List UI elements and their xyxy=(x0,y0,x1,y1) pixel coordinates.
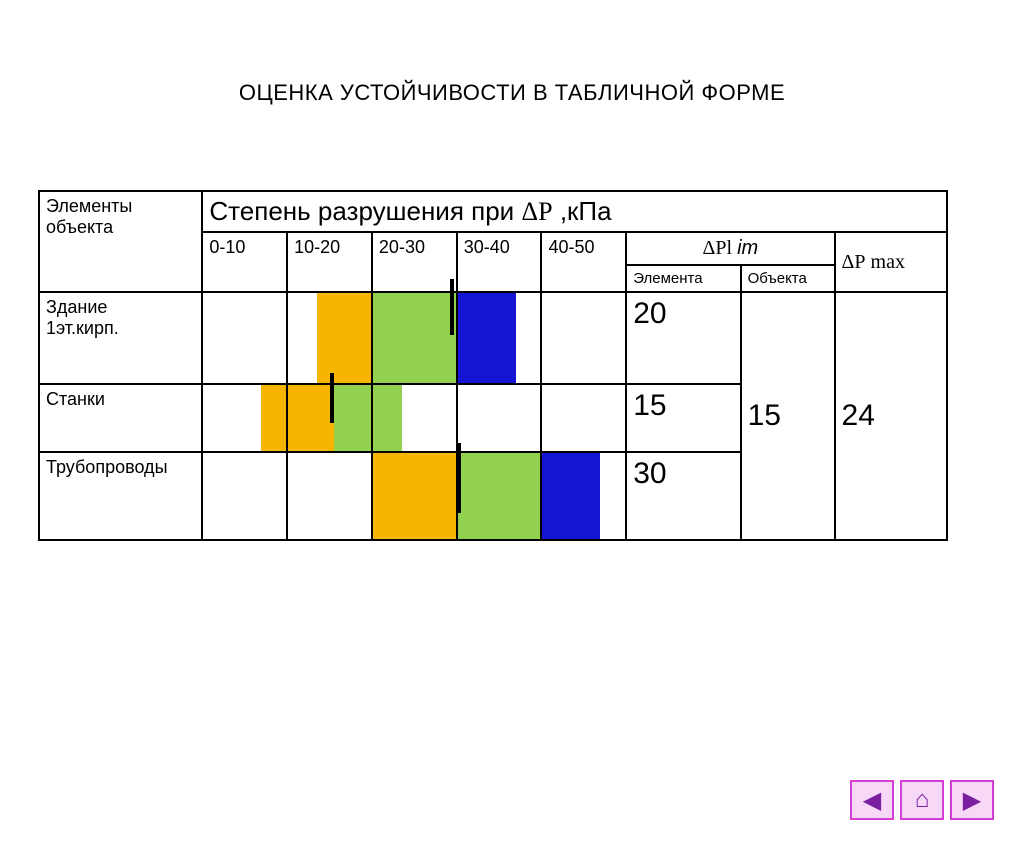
header-range-0: 0-10 xyxy=(202,232,287,292)
home-icon: ⌂ xyxy=(915,786,930,814)
nav-home-button[interactable]: ⌂ xyxy=(900,780,944,820)
nav-prev-button[interactable]: ◀ xyxy=(850,780,894,820)
range-cell xyxy=(372,452,457,540)
header-range-3: 30-40 xyxy=(457,232,542,292)
threshold-tick xyxy=(457,443,461,513)
range-cell xyxy=(541,384,626,452)
threshold-tick xyxy=(450,279,454,335)
damage-bar xyxy=(317,293,371,383)
range-cell xyxy=(541,452,626,540)
triangle-left-icon: ◀ xyxy=(863,786,881,815)
range-cell xyxy=(287,292,372,384)
range-cell xyxy=(287,384,372,452)
page-title: ОЦЕНКА УСТОЙЧИВОСТИ В ТАБЛИЧНОЙ ФОРМЕ xyxy=(0,80,1024,106)
range-cell xyxy=(202,292,287,384)
damage-bar xyxy=(542,453,600,539)
nav-controls: ◀ ⌂ ▶ xyxy=(850,780,994,820)
nav-next-button[interactable]: ▶ xyxy=(950,780,994,820)
lim-element-value: 20 xyxy=(626,292,740,384)
header-dpl-im: ΔРl im xyxy=(626,232,834,265)
header-elements: Элементы объекта xyxy=(39,191,202,292)
range-cell xyxy=(287,452,372,540)
lim-element-value: 15 xyxy=(626,384,740,452)
range-cell xyxy=(457,384,542,452)
range-cell xyxy=(541,292,626,384)
threshold-tick xyxy=(330,373,334,423)
row-label: Здание 1эт.кирп. xyxy=(39,292,202,384)
triangle-right-icon: ▶ xyxy=(963,786,981,815)
lim-element-value: 30 xyxy=(626,452,740,540)
range-cell xyxy=(457,292,542,384)
damage-bar xyxy=(373,385,402,451)
table-row: Здание 1эт.кирп. 20 15 24 xyxy=(39,292,947,384)
header-range-4: 40-50 xyxy=(541,232,626,292)
damage-bar xyxy=(334,385,371,451)
header-dp-max: ΔР max xyxy=(835,232,947,292)
damage-bar xyxy=(373,453,456,539)
row-label: Трубопроводы xyxy=(39,452,202,540)
header-sub-object: Объекта xyxy=(741,265,835,292)
header-sub-element: Элемента xyxy=(626,265,740,292)
range-cell xyxy=(202,384,287,452)
row-label: Станки xyxy=(39,384,202,452)
header-range-2: 20-30 xyxy=(372,232,457,292)
damage-bar xyxy=(288,385,334,451)
header-degree: Степень разрушения при ΔР ,кПа xyxy=(202,191,947,232)
range-cell xyxy=(457,452,542,540)
damage-bar xyxy=(458,293,516,383)
range-cell xyxy=(202,452,287,540)
range-cell xyxy=(372,384,457,452)
header-range-1: 10-20 xyxy=(287,232,372,292)
stability-table: Элементы объекта Степень разрушения при … xyxy=(38,190,948,541)
damage-bar xyxy=(261,385,286,451)
damage-bar xyxy=(373,293,456,383)
range-cell xyxy=(372,292,457,384)
dp-max-value: 24 xyxy=(835,292,947,540)
damage-bar xyxy=(458,453,541,539)
lim-object-value: 15 xyxy=(741,292,835,540)
